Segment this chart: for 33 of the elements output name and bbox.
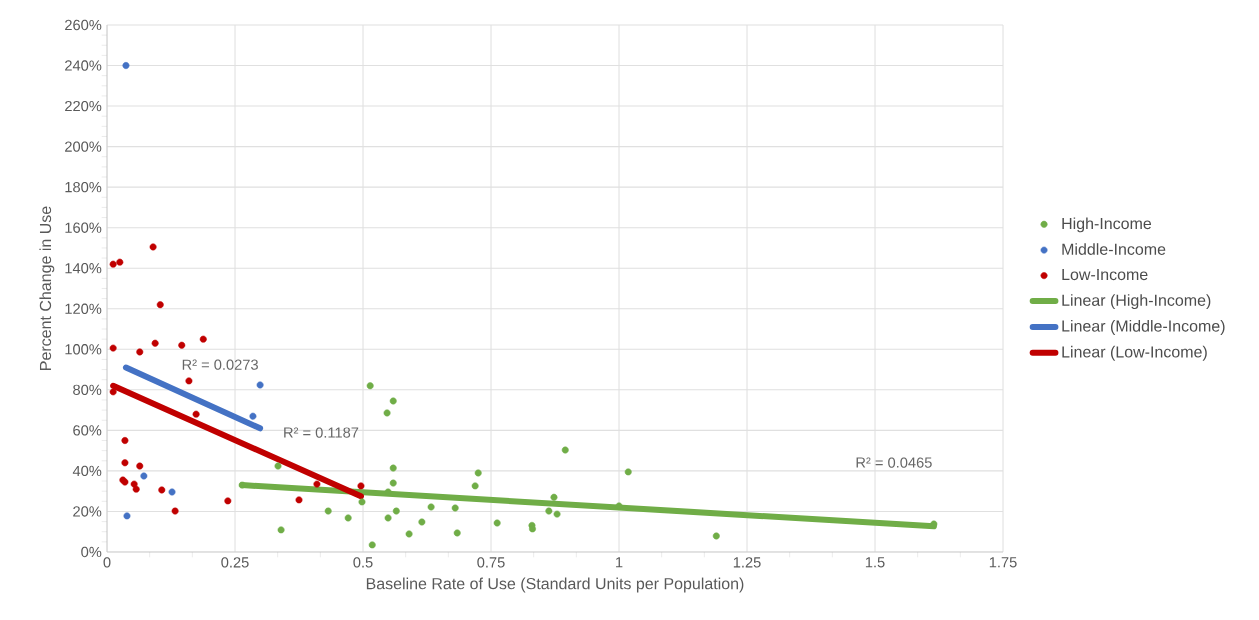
annotation: R² = 0.0465: [856, 457, 932, 468]
y-tick-label: 100%: [65, 344, 102, 355]
y-tick-label: 220%: [65, 100, 102, 112]
x-tick-label: 1.5: [865, 557, 885, 568]
x-tick-label: 0.5: [353, 557, 373, 568]
y-tick-label: 160%: [65, 222, 102, 233]
y-tick-label: 240%: [65, 60, 102, 71]
x-axis-title: Baseline Rate of Use (Standard Units per Population): [366, 577, 744, 593]
y-tick-label: 60%: [73, 425, 102, 436]
x-tick-label: 0.75: [477, 557, 505, 568]
legend-label: Low-Income: [1062, 269, 1148, 281]
x-tick-label: 1: [616, 557, 623, 568]
y-tick-label: 20%: [73, 506, 102, 517]
annotation: R² = 0.1187: [284, 427, 359, 438]
legend-label: Linear (Middle-Income): [1062, 320, 1225, 335]
legend-label: Linear (High-Income): [1062, 294, 1211, 310]
y-axis-title: Percent Change in Use: [39, 206, 55, 370]
y-tick-label: 0%: [81, 546, 102, 558]
x-tick-label: 0: [103, 557, 111, 568]
legend-label: High-Income: [1062, 217, 1152, 233]
x-tick-label: 1.75: [989, 557, 1017, 568]
legend-label: Linear (Low-Income): [1062, 345, 1207, 361]
x-tick-label: 0.25: [221, 557, 249, 568]
y-tick-label: 40%: [72, 465, 102, 477]
annotation: R² = 0.0273: [182, 359, 258, 370]
y-tick-label: 200%: [65, 141, 102, 152]
y-tick-label: 180%: [65, 181, 102, 193]
y-tick-label: 80%: [73, 384, 102, 396]
y-tick-label: 120%: [65, 303, 102, 314]
legend-label: Middle-Income: [1062, 243, 1166, 255]
y-tick-label: 260%: [65, 19, 102, 31]
x-tick-label: 1.25: [733, 557, 761, 568]
y-tick-label: 140%: [65, 263, 102, 274]
